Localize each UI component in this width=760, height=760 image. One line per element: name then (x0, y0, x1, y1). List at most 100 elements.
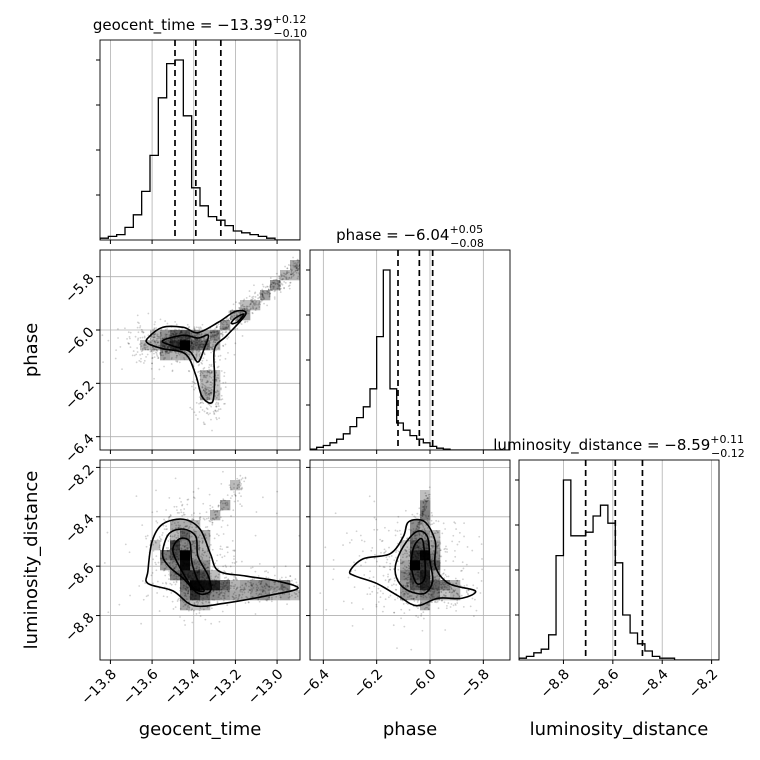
sample-point (420, 569, 423, 572)
tick-label-x: −8.8 (538, 666, 573, 701)
density-cell (210, 570, 221, 581)
sample-point (160, 334, 163, 337)
sample-point (190, 340, 192, 343)
sample-point (422, 533, 425, 535)
sample-point (201, 556, 204, 559)
sample-point (421, 586, 424, 589)
sample-point (427, 553, 430, 555)
sample-point (183, 562, 185, 565)
sample-point (118, 603, 121, 606)
sample-point (296, 595, 299, 598)
sample-point (250, 584, 253, 586)
sample-point (282, 275, 284, 277)
sample-point (261, 294, 264, 297)
sample-point (222, 328, 225, 331)
sample-point (443, 583, 446, 586)
sample-point (244, 588, 246, 591)
sample-point (266, 292, 269, 295)
sample-point (213, 586, 215, 588)
sample-point (157, 337, 160, 340)
sample-point (222, 470, 224, 473)
sample-point (192, 518, 195, 521)
sample-point (190, 577, 193, 580)
sample-point (432, 562, 435, 565)
sample-point (183, 594, 186, 597)
sample-point (165, 350, 168, 353)
sample-point (129, 346, 132, 349)
sample-point (214, 409, 217, 412)
sample-point (176, 545, 179, 547)
sample-point (193, 545, 196, 547)
sample-point (210, 607, 213, 610)
sample-point (415, 585, 418, 588)
sample-point (217, 333, 220, 335)
sample-point (458, 531, 461, 534)
sample-point (187, 556, 189, 559)
sample-point (387, 586, 389, 588)
sample-point (229, 497, 232, 500)
sample-point (285, 278, 288, 280)
sample-point (184, 542, 187, 544)
sample-point (182, 567, 185, 570)
sample-point (161, 582, 164, 585)
sample-point (410, 587, 413, 589)
sample-point (419, 550, 422, 552)
sample-point (195, 338, 197, 341)
sample-point (179, 587, 182, 590)
sample-point (145, 344, 147, 347)
sample-point (226, 524, 229, 527)
sample-point (229, 486, 232, 489)
sample-point (170, 330, 173, 332)
sample-point (440, 583, 442, 586)
sample-point (187, 326, 190, 329)
sample-point (143, 344, 145, 347)
sample-point (181, 331, 183, 334)
sample-point (140, 328, 143, 331)
sample-point (168, 341, 171, 344)
sample-point (198, 568, 201, 571)
sample-point (280, 586, 283, 589)
sample-point (415, 555, 417, 558)
contour-line (410, 537, 427, 585)
sample-point (241, 591, 244, 593)
sample-point (187, 346, 190, 349)
sample-point (181, 342, 184, 345)
sample-point (183, 551, 186, 554)
sample-point (187, 370, 190, 372)
sample-point (261, 585, 263, 588)
sample-point (206, 570, 209, 572)
sample-point (186, 340, 188, 343)
sample-point (202, 389, 205, 391)
sample-point (245, 297, 248, 299)
sample-point (233, 585, 236, 588)
sample-point (429, 590, 431, 593)
contour-line (172, 537, 205, 593)
sample-point (232, 593, 235, 595)
sample-point (420, 602, 423, 604)
sample-point (251, 312, 254, 315)
sample-point (230, 318, 232, 321)
sample-point (203, 423, 205, 425)
sample-point (184, 565, 187, 567)
sample-point (202, 343, 205, 346)
sample-point (413, 563, 416, 566)
sample-point (417, 585, 420, 588)
sample-point (139, 360, 142, 363)
sample-point (426, 564, 429, 567)
sample-point (199, 348, 202, 351)
sample-point (260, 300, 262, 303)
sample-point (231, 581, 233, 584)
sample-point (418, 523, 421, 526)
density-cell (430, 530, 441, 541)
sample-point (247, 580, 250, 583)
sample-point (235, 578, 238, 581)
sample-point (188, 536, 191, 539)
sample-point (222, 599, 225, 602)
sample-point (202, 346, 205, 348)
sample-point (199, 374, 201, 377)
sample-point (212, 335, 215, 338)
sample-point (195, 567, 198, 570)
sample-point (438, 578, 441, 580)
sample-point (232, 598, 235, 601)
sample-point (218, 417, 221, 420)
